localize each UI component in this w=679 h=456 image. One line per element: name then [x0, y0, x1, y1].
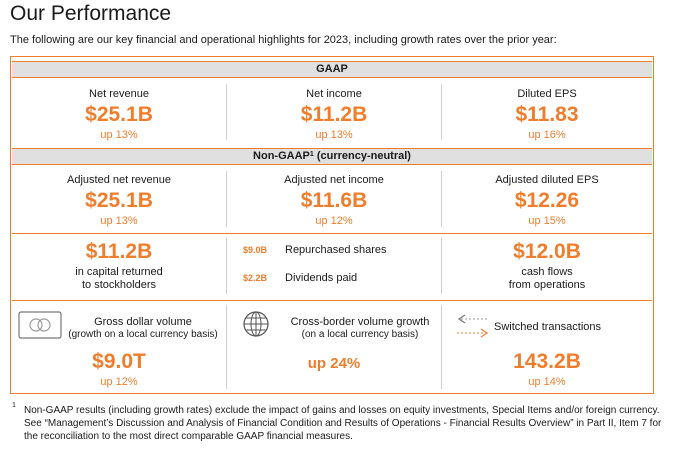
divider [441, 84, 442, 140]
metric-sublabel: (on a local currency basis) [301, 329, 419, 340]
gaap-heading: GAAP [12, 61, 652, 78]
divider [226, 238, 227, 294]
capital-value: $11.2B [85, 240, 153, 263]
metric-value: $12.26 [514, 189, 580, 212]
metric-value: $11.6B [300, 189, 368, 212]
gross-dollar-volume-label: Gross dollar volume (growth on a local c… [62, 316, 224, 341]
non-gaap-heading: Non-GAAP1 (currency-neutral) [12, 148, 652, 165]
metric-value: $11.83 [515, 103, 579, 126]
capital-label-2: to stockholders [82, 279, 156, 291]
divider [441, 238, 442, 294]
metric-value: $11.2B [300, 103, 368, 126]
metric-growth: up 13% [100, 215, 138, 227]
metric-value: $25.1B [85, 103, 153, 126]
footnote-marker: 1 [309, 151, 314, 158]
metric-label: Cross-border volume growth [290, 316, 430, 328]
footnote-mark: 1 [12, 402, 16, 409]
card-icon [18, 311, 62, 344]
gaap-diluted-eps: Diluted EPS $11.83 up 16% [444, 88, 650, 142]
metric-label: Diluted EPS [517, 88, 577, 100]
gross-dollar-volume-value: $9.0T up 12% [14, 350, 224, 389]
divider [226, 305, 227, 389]
metric-growth: up 13% [315, 129, 353, 141]
metric-value: 143.2B [513, 350, 581, 373]
metric-growth: up 15% [528, 215, 566, 227]
metric-sublabel: (growth on a local currency basis) [68, 329, 218, 340]
metric-growth: up 12% [100, 376, 138, 388]
divider [441, 171, 442, 227]
metric-growth: up 14% [528, 376, 566, 388]
metric-growth: up 16% [528, 129, 566, 141]
globe-icon [241, 309, 271, 344]
metric-value: $9.0T [92, 350, 146, 373]
adjusted-diluted-eps: Adjusted diluted EPS $12.26 up 15% [444, 174, 650, 228]
cash-flows: $12.0B cash flows from operations [444, 240, 650, 292]
dividend-amount: $2.2B [243, 273, 268, 283]
cash-label-2: from operations [508, 279, 586, 291]
non-gaap-title: Non-GAAP [253, 150, 310, 162]
metric-label: Adjusted net revenue [67, 174, 171, 186]
switched-transactions-value: 143.2B up 14% [444, 350, 650, 389]
dividend-label: Dividends paid [285, 272, 358, 284]
page-subtitle: The following are our key financial and … [10, 34, 557, 46]
cross-border-label: Cross-border volume growth (on a local c… [280, 316, 440, 341]
cash-label-1: cash flows [521, 266, 573, 278]
gaap-net-revenue: Net revenue $25.1B up 13% [14, 88, 224, 142]
switched-transactions-label: Switched transactions [494, 321, 644, 334]
divider [441, 305, 442, 389]
adjusted-net-revenue: Adjusted net revenue $25.1B up 13% [14, 174, 224, 228]
metric-label: Adjusted net income [284, 174, 384, 186]
metric-label: Adjusted diluted EPS [495, 174, 599, 186]
repurchase-amount: $9.0B [243, 245, 268, 255]
exchange-arrows-icon [455, 313, 491, 344]
cash-value: $12.0B [513, 240, 581, 263]
metric-growth: up 24% [307, 355, 361, 372]
metric-growth: up 13% [100, 129, 138, 141]
metric-label: Gross dollar volume [94, 316, 192, 328]
metric-value: $25.1B [85, 189, 153, 212]
adjusted-net-income: Adjusted net income $11.6B up 12% [229, 174, 439, 228]
footnote-text: Non-GAAP results (including growth rates… [24, 405, 662, 442]
non-gaap-suffix: (currency-neutral) [316, 150, 411, 162]
capital-returned: $11.2B in capital returned to stockholde… [14, 240, 224, 292]
metric-label: Net revenue [89, 88, 149, 100]
gaap-net-income: Net income $11.2B up 13% [229, 88, 439, 142]
page-title: Our Performance [10, 2, 172, 25]
metric-label: Switched transactions [494, 321, 601, 333]
capital-label-1: in capital returned [75, 266, 163, 278]
section-divider [12, 233, 652, 234]
metric-label: Net income [306, 88, 362, 100]
metric-growth: up 12% [315, 215, 353, 227]
divider [226, 84, 227, 140]
divider [226, 171, 227, 227]
repurchase-label: Repurchased shares [285, 244, 387, 256]
cross-border-value: up 24% [229, 352, 439, 374]
highlights-panel [10, 56, 654, 394]
section-divider [12, 300, 652, 301]
